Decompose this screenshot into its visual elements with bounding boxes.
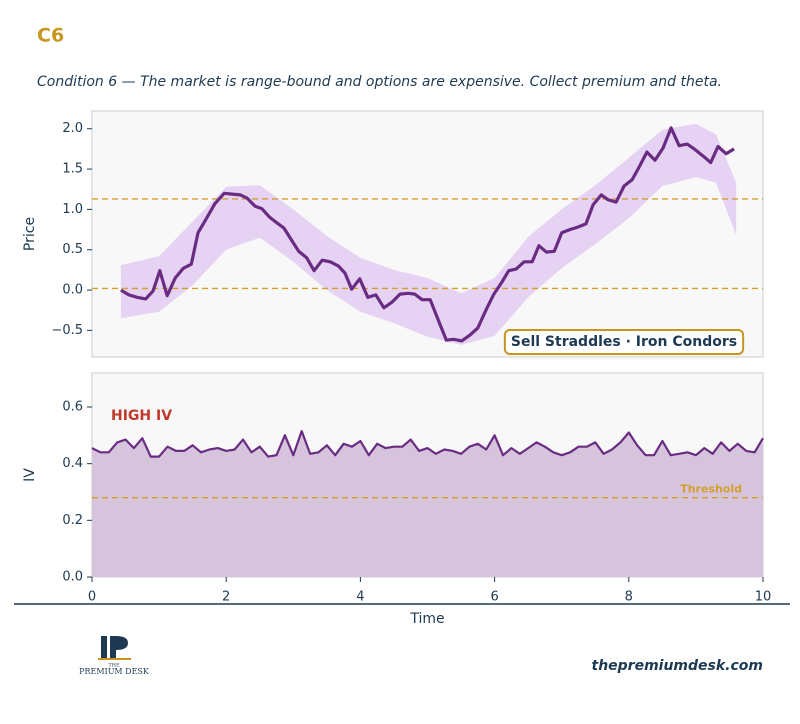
- logo: THE PREMIUM DESK: [79, 636, 150, 676]
- logo-icon: [98, 658, 131, 660]
- y-tick-label: 1.0: [62, 202, 83, 217]
- x-tick-label: 2: [222, 590, 230, 605]
- x-tick-label: 6: [490, 590, 498, 605]
- y-tick-label: 0.0: [62, 283, 83, 298]
- x-tick-label: 10: [755, 590, 772, 605]
- logo-icon: [101, 636, 107, 658]
- logo-small: THE: [108, 663, 120, 669]
- charts: Sell Straddles · Iron Condors −0.5 0.0 0.5 1…: [22, 110, 772, 627]
- y-tick-label: 0.0: [62, 570, 83, 585]
- y-tick-label: 0.2: [62, 513, 83, 528]
- y-tick-label: 0.4: [62, 456, 83, 471]
- x-tick-label: 8: [625, 590, 633, 605]
- logo-name: PREMIUM DESK: [79, 667, 150, 676]
- x-tick-label: 0: [88, 590, 96, 605]
- y-axis-label: Price: [22, 217, 38, 251]
- page-title: C6: [37, 25, 64, 47]
- page-subtitle: Condition 6 — The market is range-bound …: [37, 74, 722, 90]
- y-tick-label: 0.6: [62, 400, 83, 415]
- iv-line: [91, 430, 764, 458]
- x-axis-label: Time: [409, 611, 444, 627]
- x-tick-label: 4: [356, 590, 364, 605]
- annotation-box: [503, 329, 745, 355]
- annotation-text: Sell Straddles · Iron Condors: [511, 334, 737, 350]
- threshold-label: Threshold: [680, 483, 742, 496]
- y-tick-label: 0.5: [62, 242, 83, 257]
- y-axis-label: IV: [22, 468, 38, 482]
- footer-url: thepremiumdesk.com: [592, 658, 764, 674]
- y-tick-label: 1.5: [62, 162, 83, 177]
- annotation-text: HIGH IV: [111, 408, 172, 424]
- y-tick-label: −0.5: [51, 323, 83, 338]
- logo-icon: [116, 636, 128, 650]
- price-line: [120, 126, 735, 343]
- iv-area: [92, 431, 763, 577]
- logo-icon: [110, 636, 116, 658]
- y-tick-label: 2.0: [62, 121, 83, 136]
